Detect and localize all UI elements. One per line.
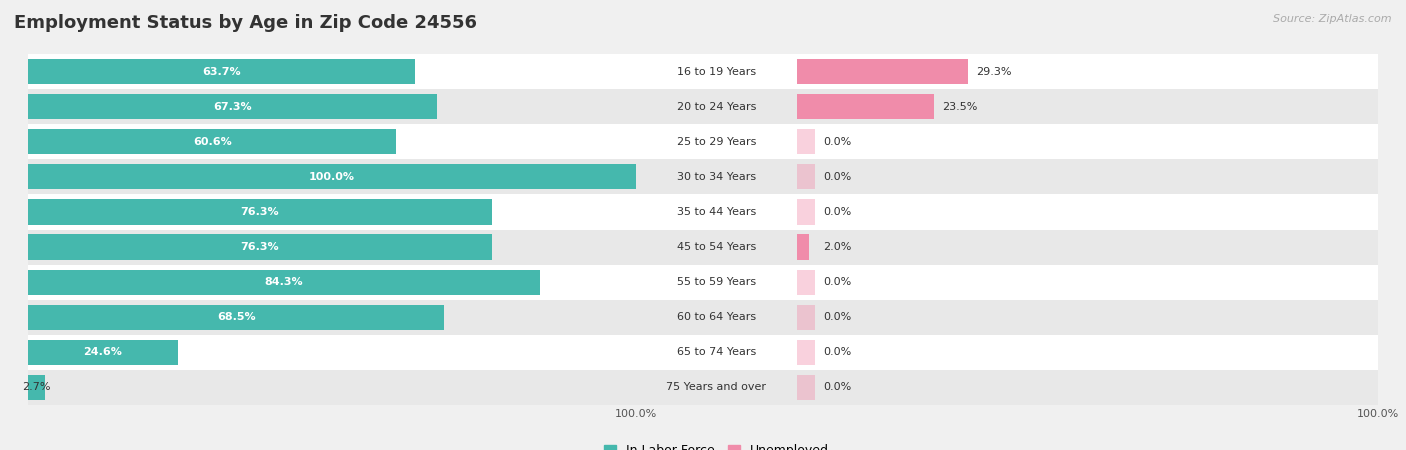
Text: 0.0%: 0.0% (824, 277, 852, 287)
Bar (797, 94, 934, 119)
Bar (636, 124, 797, 159)
Bar (797, 159, 1378, 194)
Bar (28, 335, 636, 370)
Bar (797, 129, 815, 154)
Bar (636, 230, 797, 265)
Bar (797, 375, 815, 400)
Bar (797, 270, 815, 295)
Text: 0.0%: 0.0% (824, 207, 852, 217)
Bar (636, 159, 797, 194)
Text: 68.5%: 68.5% (217, 312, 256, 322)
Text: 0.0%: 0.0% (824, 382, 852, 392)
Bar (636, 370, 797, 405)
Text: 2.0%: 2.0% (824, 242, 852, 252)
Bar (28, 230, 636, 265)
Bar (28, 124, 636, 159)
Text: 35 to 44 Years: 35 to 44 Years (676, 207, 756, 217)
Text: 75 Years and over: 75 Years and over (666, 382, 766, 392)
Bar (797, 199, 815, 225)
Text: 55 to 59 Years: 55 to 59 Years (676, 277, 756, 287)
Bar (636, 89, 797, 124)
Bar (797, 54, 1378, 89)
Bar (636, 300, 797, 335)
Bar (28, 194, 636, 230)
Text: 60 to 64 Years: 60 to 64 Years (676, 312, 756, 322)
Bar (636, 194, 797, 230)
Bar (28, 89, 636, 124)
Bar (636, 54, 797, 89)
Bar (28, 375, 45, 400)
Bar (28, 129, 396, 154)
Text: 67.3%: 67.3% (214, 102, 252, 112)
Text: 0.0%: 0.0% (824, 172, 852, 182)
Text: 45 to 54 Years: 45 to 54 Years (676, 242, 756, 252)
Bar (28, 94, 437, 119)
Bar (636, 265, 797, 300)
Text: 100.0%: 100.0% (309, 172, 354, 182)
Bar (28, 234, 492, 260)
Text: 0.0%: 0.0% (824, 347, 852, 357)
Bar (28, 164, 636, 189)
Text: 24.6%: 24.6% (83, 347, 122, 357)
Bar (797, 164, 815, 189)
Text: 65 to 74 Years: 65 to 74 Years (676, 347, 756, 357)
Bar (28, 54, 636, 89)
Text: 25 to 29 Years: 25 to 29 Years (676, 137, 756, 147)
Bar (28, 300, 636, 335)
Text: 63.7%: 63.7% (202, 67, 240, 76)
Bar (797, 59, 967, 84)
Text: 0.0%: 0.0% (824, 137, 852, 147)
Bar (797, 194, 1378, 230)
Bar (797, 335, 1378, 370)
Bar (797, 370, 1378, 405)
Text: Employment Status by Age in Zip Code 24556: Employment Status by Age in Zip Code 245… (14, 14, 477, 32)
Bar (797, 265, 1378, 300)
Bar (797, 234, 808, 260)
Bar (28, 340, 177, 365)
Bar (797, 305, 815, 330)
Text: 2.7%: 2.7% (22, 382, 51, 392)
Text: 76.3%: 76.3% (240, 207, 280, 217)
Text: 76.3%: 76.3% (240, 242, 280, 252)
Bar (28, 199, 492, 225)
Text: 16 to 19 Years: 16 to 19 Years (676, 67, 756, 76)
Text: 60.6%: 60.6% (193, 137, 232, 147)
Bar (28, 59, 415, 84)
Bar (797, 124, 1378, 159)
Bar (28, 370, 636, 405)
Text: 20 to 24 Years: 20 to 24 Years (676, 102, 756, 112)
Bar (28, 270, 540, 295)
Text: 0.0%: 0.0% (824, 312, 852, 322)
Bar (28, 305, 444, 330)
Bar (797, 89, 1378, 124)
Legend: In Labor Force, Unemployed: In Labor Force, Unemployed (599, 439, 834, 450)
Bar (28, 265, 636, 300)
Bar (797, 230, 1378, 265)
Bar (797, 300, 1378, 335)
Text: 29.3%: 29.3% (976, 67, 1012, 76)
Bar (636, 335, 797, 370)
Text: 30 to 34 Years: 30 to 34 Years (676, 172, 756, 182)
Text: 23.5%: 23.5% (942, 102, 979, 112)
Bar (797, 340, 815, 365)
Text: Source: ZipAtlas.com: Source: ZipAtlas.com (1274, 14, 1392, 23)
Text: 84.3%: 84.3% (264, 277, 304, 287)
Bar (28, 159, 636, 194)
